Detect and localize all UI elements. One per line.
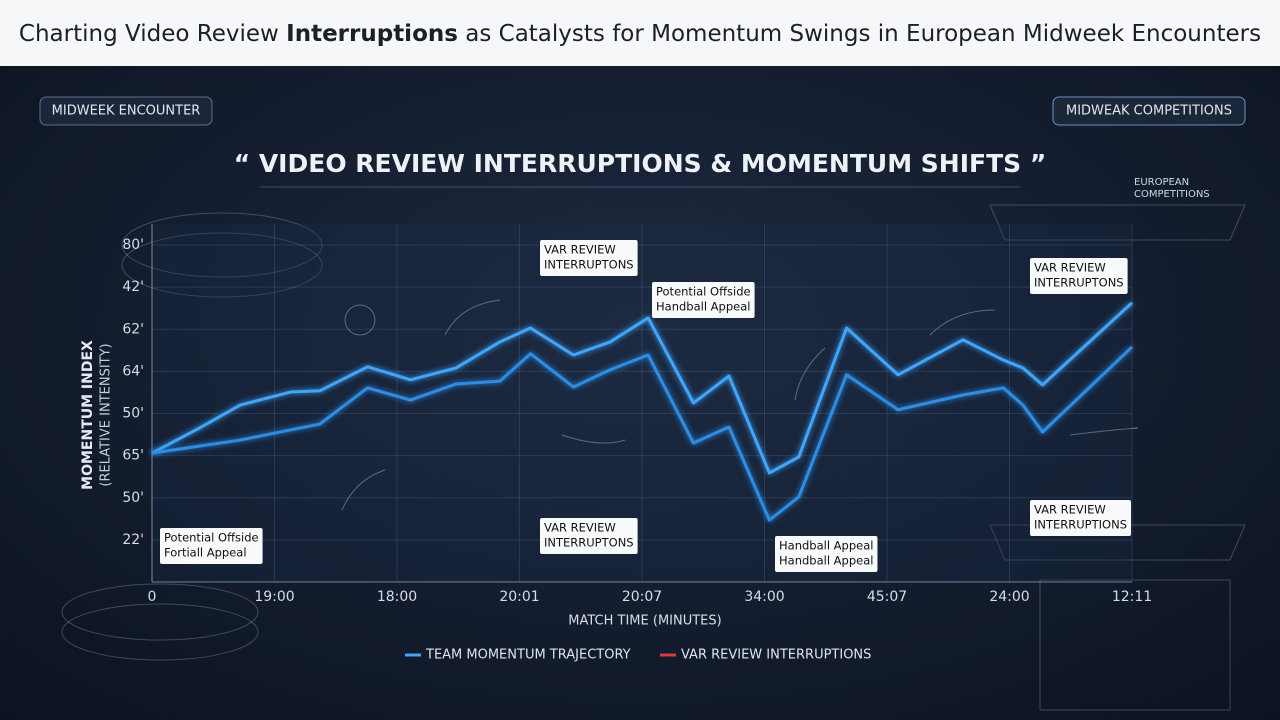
annotation-text: Handball Appeal (779, 539, 873, 553)
annotation-text: Potential Offside (164, 531, 259, 545)
badge-text: MIDWEAK COMPETITIONS (1066, 104, 1232, 119)
title-part: as Catalysts for Momentum Swings in Euro… (458, 21, 1261, 47)
y-tick-label: 62' (122, 321, 144, 337)
annotation-text: Handball Appeal (656, 300, 750, 314)
y-tick-label: 50' (122, 490, 144, 506)
side-label: COMPETITIONS (1134, 189, 1210, 200)
momentum-line (151, 301, 1134, 475)
y-axis-label: MOMENTUM INDEX (80, 340, 96, 490)
x-tick-label: 19:00 (254, 589, 294, 605)
annotation-box (1030, 258, 1128, 294)
side-label: EUROPEAN (1134, 177, 1189, 188)
annotation-text: Fortiall Appeal (164, 546, 247, 560)
annotation-text: INTERRUPTONS (544, 536, 634, 550)
legend-label: TEAM MOMENTUM TRAJECTORY (425, 648, 631, 663)
y-tick-label: 42' (122, 279, 144, 295)
chart-title: “ VIDEO REVIEW INTERRUPTIONS & MOMENTUM … (234, 149, 1047, 178)
x-tick-label: 18:00 (377, 589, 417, 605)
legend-label: VAR REVIEW INTERRUPTIONS (681, 648, 871, 663)
annotation-text: VAR REVIEW (1034, 261, 1106, 275)
stadium-decor (61, 204, 1246, 711)
x-tick-label: 45:07 (867, 589, 907, 605)
y-tick-label: 22' (122, 532, 144, 548)
x-tick-label: 0 (148, 589, 157, 605)
y-tick-label: 65' (122, 448, 144, 464)
y-tick-label: 50' (122, 406, 144, 422)
annotation-text: VAR REVIEW (1034, 503, 1106, 517)
plot-area (152, 224, 1132, 582)
annotation-text: Handball Appeal (779, 554, 873, 568)
annotation-box (1030, 500, 1131, 536)
badge-text: MIDWEEK ENCOUNTER (52, 104, 201, 119)
annotation-box (775, 536, 878, 572)
x-tick-label: 12:11 (1112, 589, 1152, 605)
x-tick-label: 24:00 (989, 589, 1029, 605)
y-axis-label: (RELATIVE INTENSITY) (99, 343, 114, 486)
y-tick-label: 64' (122, 363, 144, 379)
y-tick-label: 80' (122, 237, 144, 253)
annotation-box (540, 240, 638, 276)
x-tick-label: 20:01 (499, 589, 539, 605)
annotation-text: VAR REVIEW (544, 521, 616, 535)
annotation-box (652, 282, 755, 318)
annotation-box (540, 518, 638, 554)
header-title: Charting Video Review Interruptions as C… (19, 21, 1261, 47)
annotation-text: INTERRUPTONS (1034, 276, 1124, 290)
x-tick-label: 20:07 (622, 589, 662, 605)
annotation-box (160, 528, 263, 564)
header-bar (0, 0, 1280, 66)
title-part: Interruptions (286, 21, 458, 47)
badge (39, 96, 213, 126)
annotation-text: VAR REVIEW (544, 243, 616, 257)
badge (1052, 96, 1246, 126)
momentum-line (151, 345, 1134, 522)
annotation-text: INTERRUPTIONS (1034, 518, 1127, 532)
annotation-text: Potential Offside (656, 285, 751, 299)
x-axis-label: MATCH TIME (MINUTES) (568, 614, 721, 629)
x-tick-label: 34:00 (744, 589, 784, 605)
annotation-text: INTERRUPTONS (544, 258, 634, 272)
title-part: Charting Video Review (19, 21, 286, 47)
